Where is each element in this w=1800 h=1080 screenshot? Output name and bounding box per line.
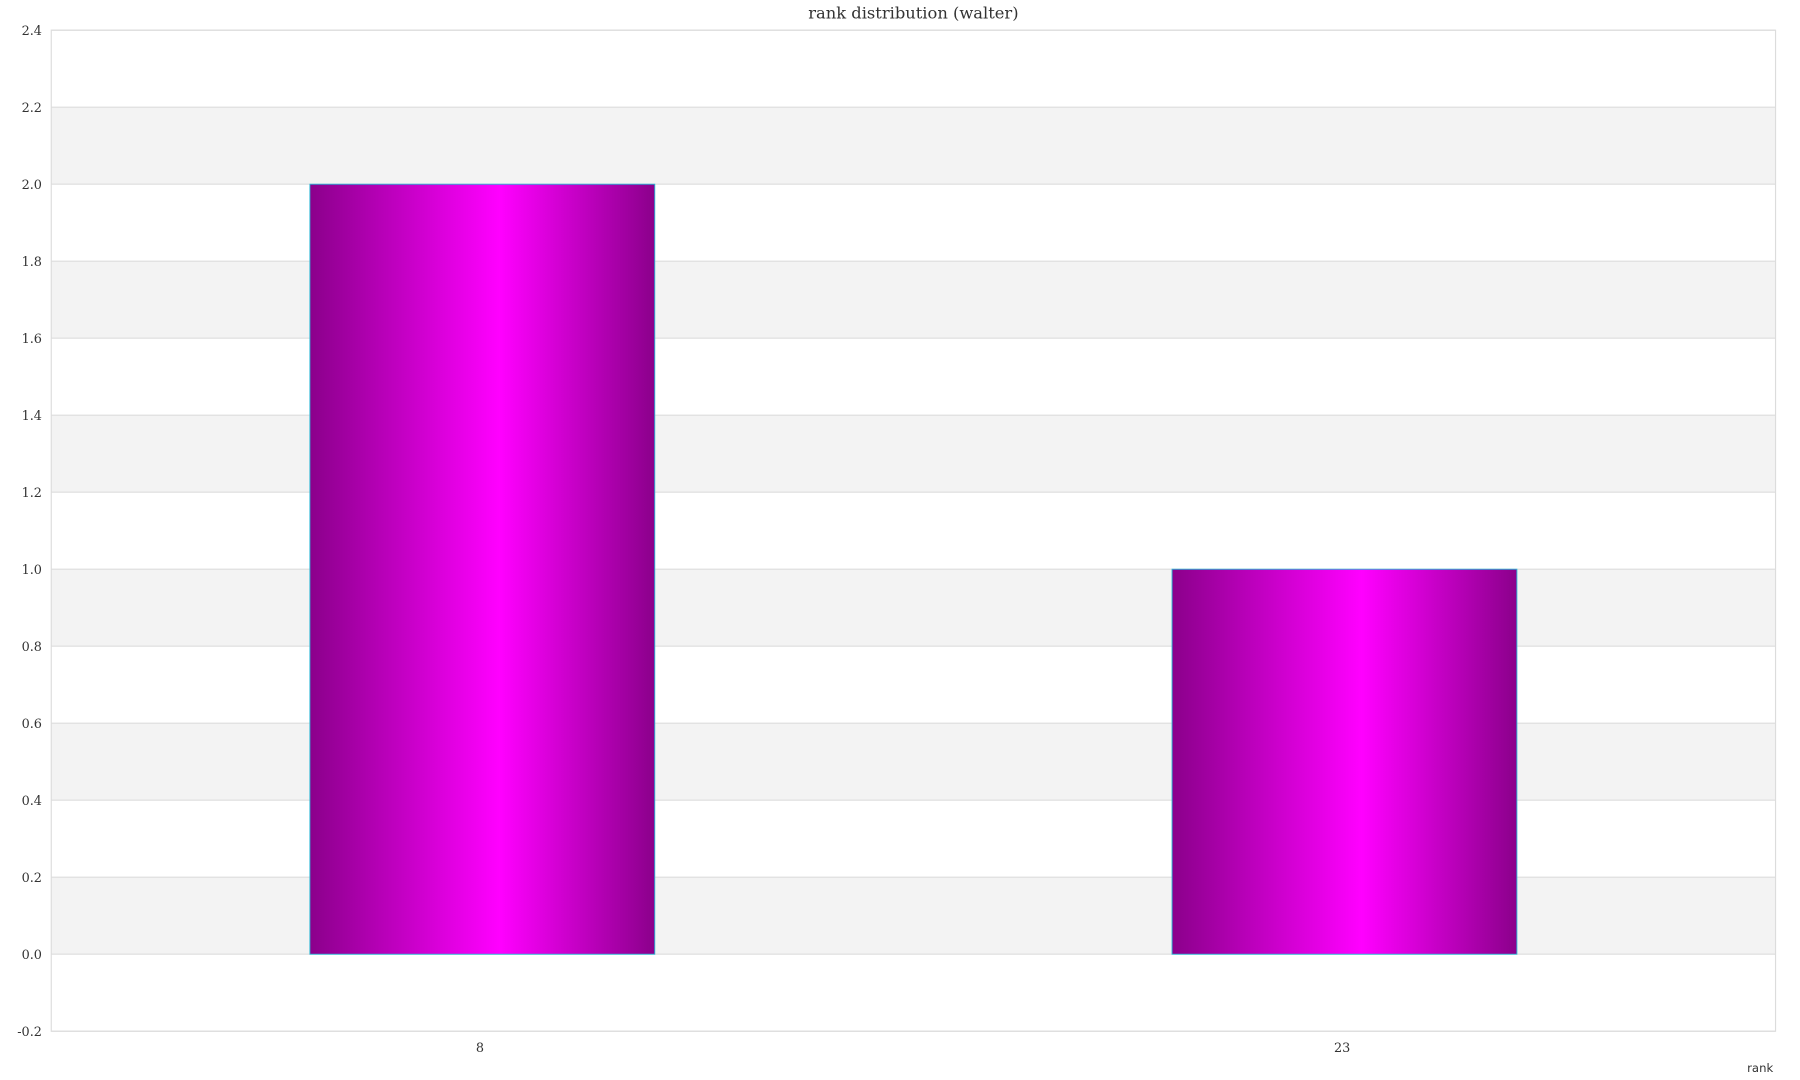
y-tick-label: 0.0 — [22, 948, 42, 963]
x-tick-label: 8 — [476, 1041, 484, 1056]
y-tick-label: 2.0 — [22, 178, 42, 193]
y-tick-label: 2.4 — [22, 24, 42, 39]
y-tick-label: 1.2 — [22, 486, 42, 501]
bar-23 — [1171, 568, 1518, 955]
y-tick-label: 1.0 — [22, 563, 42, 578]
y-tick-label: 1.4 — [22, 409, 42, 424]
x-tick-label: 23 — [1334, 1041, 1350, 1056]
y-tick-label: 0.4 — [22, 794, 42, 809]
y-tick-label: 0.2 — [22, 871, 42, 886]
y-tick-label: 0.6 — [22, 717, 42, 732]
chart-title: rank distribution (walter) — [808, 4, 1018, 23]
y-tick-label: 1.8 — [22, 255, 42, 270]
y-tick-label: 2.2 — [22, 101, 42, 116]
y-tick-label: -0.2 — [17, 1025, 42, 1040]
plot-area-border — [50, 29, 1777, 1032]
y-tick-label: 0.8 — [22, 640, 42, 655]
bar-8 — [309, 183, 656, 955]
grid-band — [51, 107, 1776, 185]
y-tick-label: 1.6 — [22, 332, 42, 347]
x-axis-label: rank — [1747, 1061, 1773, 1075]
